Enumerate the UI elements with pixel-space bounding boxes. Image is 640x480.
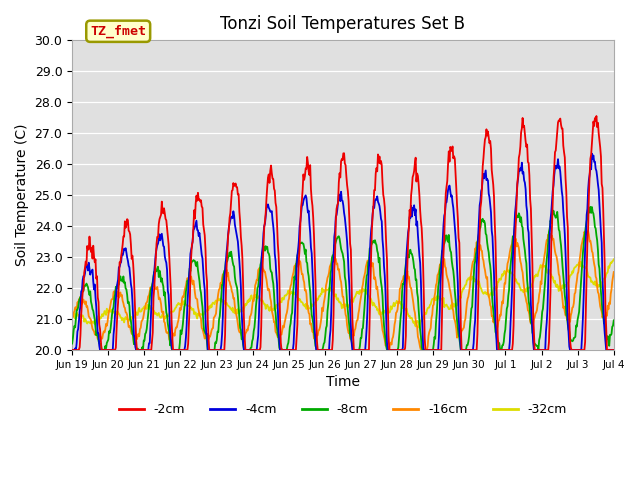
-8cm [586,204,594,210]
-2cm [424,347,432,353]
Line: -16cm: -16cm [72,231,614,350]
-16cm [134,333,141,339]
Line: -2cm: -2cm [72,116,614,350]
-16cm [189,281,196,287]
-32cm [415,325,423,331]
-8cm [426,347,433,353]
-16cm [68,313,76,319]
-8cm [134,347,142,353]
-32cm [78,313,86,319]
-2cm [68,347,76,353]
-8cm [99,347,106,353]
-32cm [134,312,141,318]
-16cm [385,347,393,353]
-2cm [593,113,600,119]
Line: -32cm: -32cm [72,259,614,328]
-16cm [410,300,417,306]
Line: -8cm: -8cm [72,207,614,350]
-8cm [218,282,226,288]
-16cm [610,269,618,275]
-2cm [610,347,618,353]
-8cm [410,259,417,264]
-32cm [426,305,433,311]
-32cm [610,256,618,262]
-32cm [68,309,76,314]
-8cm [610,317,618,323]
-16cm [78,301,86,307]
-2cm [409,174,417,180]
-2cm [134,347,141,353]
-4cm [78,288,86,293]
-16cm [218,282,225,288]
-2cm [78,300,86,306]
-4cm [189,237,196,243]
Title: Tonzi Soil Temperatures Set B: Tonzi Soil Temperatures Set B [220,15,465,33]
-4cm [134,347,141,353]
-4cm [218,342,225,348]
-2cm [189,239,196,245]
-32cm [218,298,225,303]
-16cm [584,228,592,234]
-4cm [588,151,596,156]
-16cm [426,329,433,335]
-8cm [78,291,86,297]
Line: -4cm: -4cm [72,154,614,350]
Y-axis label: Soil Temperature (C): Soil Temperature (C) [15,124,29,266]
Legend: -2cm, -4cm, -8cm, -16cm, -32cm: -2cm, -4cm, -8cm, -16cm, -32cm [114,398,572,421]
-4cm [68,347,76,353]
-4cm [409,205,417,211]
-4cm [610,347,618,353]
-2cm [218,347,225,353]
Text: TZ_fmet: TZ_fmet [90,24,146,38]
-8cm [189,257,197,263]
-32cm [189,306,196,312]
-4cm [424,347,432,353]
-32cm [409,317,417,323]
-8cm [68,341,76,347]
X-axis label: Time: Time [326,375,360,389]
